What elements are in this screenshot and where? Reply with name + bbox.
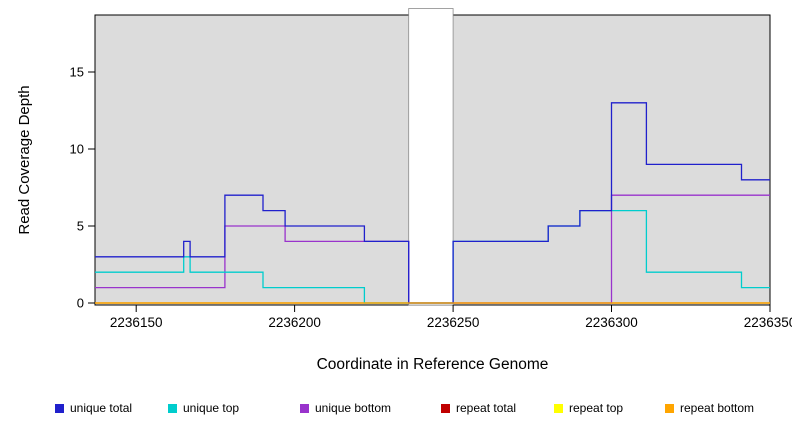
y-tick-label: 15 xyxy=(70,65,84,80)
x-tick-label: 2236200 xyxy=(268,315,321,330)
x-tick-label: 2236150 xyxy=(110,315,163,330)
legend-swatch-repeat-total xyxy=(441,403,450,413)
y-axis-label: Read Coverage Depth xyxy=(16,85,33,235)
legend-label: unique top xyxy=(183,401,240,415)
legend-item-repeat-bottom: repeat bottom xyxy=(665,401,754,415)
x-tick-label: 2236350 xyxy=(744,315,792,330)
legend-swatch-unique-bottom xyxy=(300,403,309,413)
chart-legend: unique total unique top unique bottom re… xyxy=(0,401,792,419)
legend-item-repeat-top: repeat top xyxy=(554,401,623,415)
legend-swatch-unique-top xyxy=(168,403,177,413)
legend-label: unique total xyxy=(70,401,133,415)
x-tick-label: 2236300 xyxy=(585,315,638,330)
legend-swatch-unique-total xyxy=(55,403,64,413)
y-tick-label: 5 xyxy=(77,219,84,234)
legend-item-unique-total: unique total xyxy=(55,401,132,415)
legend-item-unique-top: unique top xyxy=(168,401,239,415)
legend-item-unique-bottom: unique bottom xyxy=(300,401,391,415)
coverage-plot: 0 5 10 15 2236150 2236200 2236250 2236300 223635… xyxy=(70,8,792,330)
coverage-gap-region xyxy=(408,8,454,306)
x-axis-label: Coordinate in Reference Genome xyxy=(316,356,549,373)
series-unique-total xyxy=(95,102,770,304)
legend-swatch-repeat-bottom xyxy=(665,403,674,413)
legend-label: repeat total xyxy=(456,401,517,415)
legend-label: unique bottom xyxy=(315,401,392,415)
x-tick-label: 2236250 xyxy=(427,315,480,330)
legend-label: repeat bottom xyxy=(680,401,755,415)
y-tick-label: 0 xyxy=(77,296,84,311)
y-tick-label: 10 xyxy=(70,142,84,157)
legend-swatch-repeat-top xyxy=(554,403,563,413)
legend-label: repeat top xyxy=(569,401,624,415)
legend-item-repeat-total: repeat total xyxy=(441,401,516,415)
